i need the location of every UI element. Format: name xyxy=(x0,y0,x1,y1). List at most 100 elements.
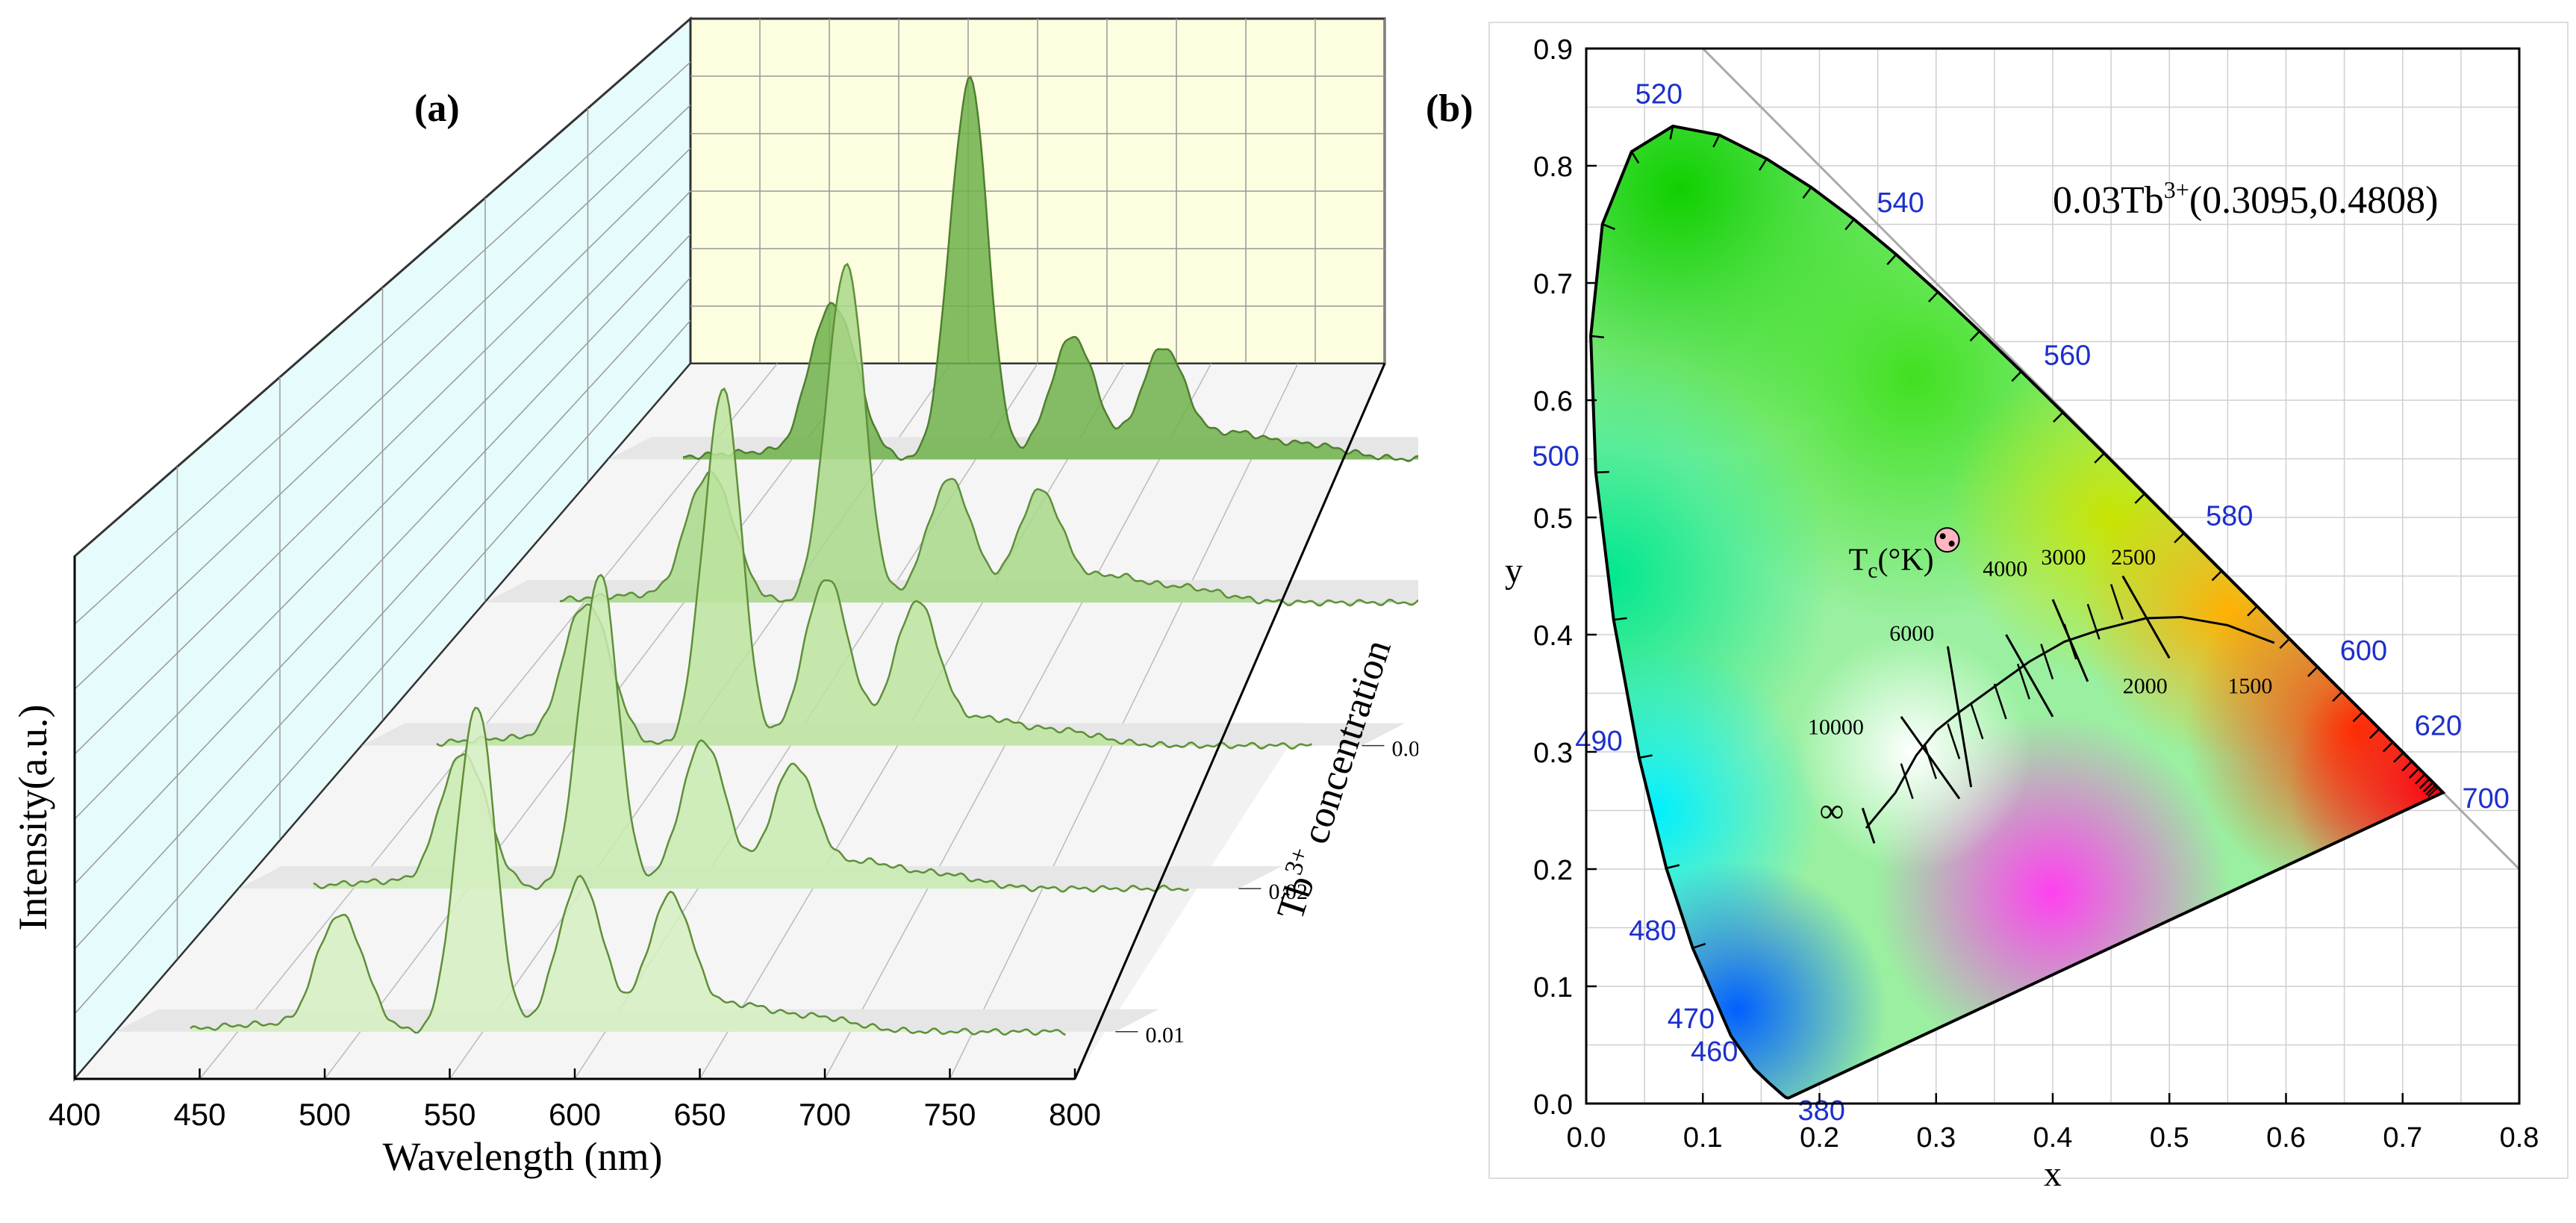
x-tick-label: 650 xyxy=(673,1097,726,1132)
locus-tick xyxy=(1802,187,1812,199)
x-tick-label: 0.4 xyxy=(2033,1122,2073,1154)
tc-label-sub: c xyxy=(1868,558,1877,583)
locus-tick xyxy=(2174,532,2185,544)
cie-point-dot xyxy=(1948,541,1955,547)
isotherm-tick xyxy=(2040,644,2054,680)
temperature-label: 4000 xyxy=(1983,557,2027,582)
locus-tick xyxy=(1758,158,1768,171)
series-line-0.05 xyxy=(682,75,1418,462)
wavelength-label: 470 xyxy=(1668,1003,1715,1035)
isotherm-tick xyxy=(1970,703,1984,740)
temperature-label: 2500 xyxy=(2111,545,2156,570)
locus-tick xyxy=(2422,781,2434,793)
y-tick-label: 0.5 xyxy=(1533,503,1573,535)
wavelength-label: 480 xyxy=(1629,915,1676,947)
locus-tick xyxy=(2369,728,2380,739)
locus-tick xyxy=(2053,411,2064,423)
wavelength-label: 620 xyxy=(2415,710,2462,741)
locus-tick xyxy=(1630,151,1640,164)
isotherm-tick xyxy=(1993,683,2007,720)
locus-tick xyxy=(2419,778,2430,789)
locus-tick xyxy=(1969,330,1980,342)
x-tick-label: 0.3 xyxy=(1916,1122,1956,1154)
chart-a: 0.050.040.030.020.0140045050055060065070… xyxy=(10,16,1418,1179)
x-tick-label: 800 xyxy=(1049,1097,1101,1132)
wavelength-label: 560 xyxy=(2044,340,2091,371)
y-tick-label: 0.2 xyxy=(1533,855,1573,886)
locus-tick xyxy=(1712,134,1721,148)
isotherm-line xyxy=(1900,716,1961,800)
locus-tick xyxy=(2247,606,2258,617)
locus-tick xyxy=(1886,254,1897,266)
series-line-0.02 xyxy=(313,573,1190,893)
x-tick-label: 450 xyxy=(173,1097,225,1132)
x-tick-label: 700 xyxy=(799,1097,851,1132)
infinity-tick xyxy=(1861,807,1876,844)
x-tick-label: 0.0 xyxy=(1567,1122,1606,1154)
wavelength-label: 580 xyxy=(2206,500,2253,532)
y-tick-label: 0.9 xyxy=(1533,34,1573,66)
isotherm-tick xyxy=(2016,663,2030,700)
z-tick-label: 0.02 xyxy=(1268,880,1308,904)
isotherm-tick xyxy=(1900,763,1914,800)
y-tick-label: 0.0 xyxy=(1533,1089,1573,1121)
point-annotation: 0.03Tb3+(0.3095,0.4808) xyxy=(2053,176,2438,222)
locus-tick xyxy=(2279,638,2290,650)
y-tick-label: 0.1 xyxy=(1533,972,1573,1003)
tc-label: Tc(°K) xyxy=(1849,544,1934,583)
isotherm-tick xyxy=(2109,584,2124,620)
grid-line xyxy=(824,363,1212,1080)
locus-tick xyxy=(1613,617,1627,621)
grid-line xyxy=(199,363,778,1080)
locus-tick xyxy=(2094,452,2105,464)
x-tick-label: 400 xyxy=(49,1097,101,1132)
planckian-locus xyxy=(1865,615,2275,830)
locus-tick xyxy=(2408,768,2420,779)
isotherm-tick xyxy=(2063,623,2077,660)
locus-tick xyxy=(2393,752,2404,763)
x-tick-label: 0.2 xyxy=(1800,1122,1839,1154)
x-tick-label: 500 xyxy=(299,1097,351,1132)
locus-tick xyxy=(1692,942,1706,949)
annotation-prefix: 0.03Tb xyxy=(2053,179,2164,222)
locus-tick xyxy=(2307,666,2318,677)
temperature-label: ∞ xyxy=(1820,791,1844,830)
locus-tick xyxy=(2425,784,2436,796)
temperature-label: 2000 xyxy=(2123,674,2168,699)
tc-label-prefix: T xyxy=(1849,544,1868,578)
locus-tick xyxy=(2382,741,2394,753)
gamut-color-blob xyxy=(1793,632,2033,871)
locus-tick xyxy=(1928,291,1939,303)
locus-tick xyxy=(2352,711,2364,723)
series-line-0.04 xyxy=(559,262,1418,607)
locus-tick xyxy=(1595,470,1609,473)
series-line-0.01 xyxy=(190,706,1066,1036)
panel-label-a: (a) xyxy=(414,87,460,130)
temperature-label: 3000 xyxy=(2041,545,2086,570)
x-tick-label: 750 xyxy=(923,1097,976,1132)
y-tick-label: 0.8 xyxy=(1533,152,1573,183)
locus-tick xyxy=(2134,493,2146,504)
locus-tick xyxy=(2414,774,2426,785)
locus-tick xyxy=(1602,223,1615,231)
temperature-label: 10000 xyxy=(1808,715,1864,739)
y-axis-label: y xyxy=(1505,551,1523,591)
locus-tick xyxy=(2427,786,2439,797)
tc-label-suffix: (°K) xyxy=(1878,544,1934,578)
locus-tick xyxy=(2332,691,2343,702)
isotherm-line xyxy=(2005,634,2054,718)
x-axis-label: Wavelength (nm) xyxy=(382,1134,662,1179)
y-tick-label: 0.3 xyxy=(1533,738,1573,769)
y-tick-label: 0.6 xyxy=(1533,386,1573,417)
wavelength-label: 490 xyxy=(1575,726,1622,757)
isotherm-line xyxy=(1946,646,1973,788)
isotherm-line xyxy=(2121,575,2171,659)
x-tick-label: 0.7 xyxy=(2383,1122,2422,1154)
locus-tick xyxy=(2011,370,2022,382)
y-tick-label: 0.4 xyxy=(1533,620,1573,652)
isotherm-tick xyxy=(1923,743,1937,779)
z-tick-label: 0.01 xyxy=(1145,1023,1185,1048)
x-tick-label: 600 xyxy=(549,1097,601,1132)
locus-tick xyxy=(1590,334,1605,339)
